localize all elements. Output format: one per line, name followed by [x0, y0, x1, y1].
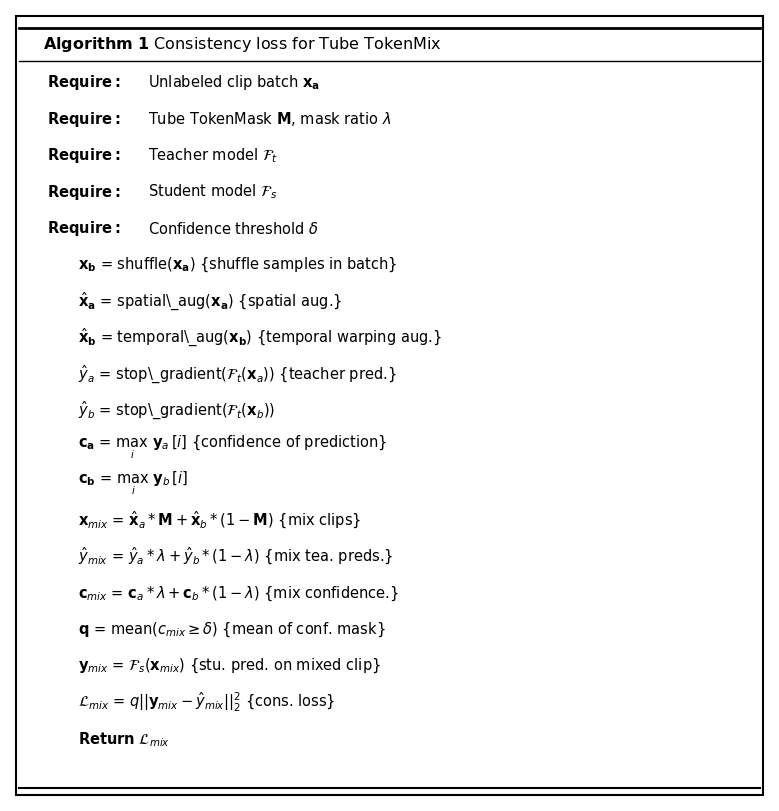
Text: $\mathbf{c_a}$ = $\max_i$ $\mathbf{y}_a[i]$ {confidence of prediction}: $\mathbf{c_a}$ = $\max_i$ $\mathbf{y}_a[…: [78, 434, 387, 461]
Text: $\hat{\mathbf{x}}_\mathbf{b}$ = temporal\_aug$(\mathbf{x_b})$ {temporal warping : $\hat{\mathbf{x}}_\mathbf{b}$ = temporal…: [78, 327, 442, 350]
Text: $\mathcal{L}_{mix}$ = $q||\mathbf{y}_{mix} - \hat{y}_{mix}||_2^2$ {cons. loss}: $\mathcal{L}_{mix}$ = $q||\mathbf{y}_{mi…: [78, 691, 335, 714]
Text: $\bf{Return}$ $\mathcal{L}_{mix}$: $\bf{Return}$ $\mathcal{L}_{mix}$: [78, 730, 170, 749]
Text: $\bf{Require:}$: $\bf{Require:}$: [47, 73, 120, 92]
Text: $\mathbf{x}_{mix}$ = $\hat{\mathbf{x}}_a * \mathbf{M} + \hat{\mathbf{x}}_b * (1 : $\mathbf{x}_{mix}$ = $\hat{\mathbf{x}}_a…: [78, 510, 361, 531]
Text: $\bf{Require:}$: $\bf{Require:}$: [47, 219, 120, 238]
Text: $\hat{y}_{mix}$ = $\hat{y}_a * \lambda + \hat{y}_b * (1 - \lambda)$ {mix tea. pr: $\hat{y}_{mix}$ = $\hat{y}_a * \lambda +…: [78, 547, 393, 568]
Text: $\bf{Require:}$: $\bf{Require:}$: [47, 109, 120, 129]
Text: $\hat{y}_b$ = stop\_gradient$(\mathcal{F}_t(\mathbf{x}_b))$: $\hat{y}_b$ = stop\_gradient$(\mathcal{F…: [78, 400, 275, 422]
Text: $\bf{Require:}$: $\bf{Require:}$: [47, 146, 120, 165]
Text: $\mathbf{q}$ = mean$(c_{mix} \geq \delta)$ {mean of conf. mask}: $\mathbf{q}$ = mean$(c_{mix} \geq \delta…: [78, 620, 386, 639]
Text: $\bf{Require:}$: $\bf{Require:}$: [47, 182, 120, 202]
Text: $\hat{\mathbf{x}}_\mathbf{a}$ = spatial\_aug$(\mathbf{x_a})$ {spatial aug.}: $\hat{\mathbf{x}}_\mathbf{a}$ = spatial\…: [78, 290, 342, 313]
Text: Confidence threshold $\delta$: Confidence threshold $\delta$: [148, 221, 319, 237]
Text: $\mathbf{c_b}$ = $\max_i$ $\mathbf{y}_b[i]$: $\mathbf{c_b}$ = $\max_i$ $\mathbf{y}_b[…: [78, 470, 188, 497]
Text: Unlabeled clip batch $\mathbf{x}_\mathbf{a}$: Unlabeled clip batch $\mathbf{x}_\mathbf…: [148, 73, 320, 92]
Text: $\mathbf{x_b}$ = shuffle$(\mathbf{x_a})$ {shuffle samples in batch}: $\mathbf{x_b}$ = shuffle$(\mathbf{x_a})$…: [78, 256, 397, 274]
Text: $\bf{Algorithm\ 1}$ Consistency loss for Tube TokenMix: $\bf{Algorithm\ 1}$ Consistency loss for…: [43, 35, 442, 54]
Text: $\mathbf{y}_{mix}$ = $\mathcal{F}_s(\mathbf{x}_{mix})$ {stu. pred. on mixed clip: $\mathbf{y}_{mix}$ = $\mathcal{F}_s(\mat…: [78, 657, 381, 676]
Text: Student model $\mathcal{F}_s$: Student model $\mathcal{F}_s$: [148, 182, 277, 201]
Text: Tube TokenMask $\mathbf{M}$, mask ratio $\lambda$: Tube TokenMask $\mathbf{M}$, mask ratio …: [148, 110, 391, 128]
Text: $\hat{y}_a$ = stop\_gradient$(\mathcal{F}_t(\mathbf{x}_a))$ {teacher pred.}: $\hat{y}_a$ = stop\_gradient$(\mathcal{F…: [78, 363, 397, 385]
Text: $\mathbf{c}_{mix}$ = $\mathbf{c}_a * \lambda + \mathbf{c}_b * (1 - \lambda)$ {mi: $\mathbf{c}_{mix}$ = $\mathbf{c}_a * \la…: [78, 584, 399, 603]
FancyBboxPatch shape: [16, 16, 763, 795]
Text: Teacher model $\mathcal{F}_t$: Teacher model $\mathcal{F}_t$: [148, 146, 278, 165]
